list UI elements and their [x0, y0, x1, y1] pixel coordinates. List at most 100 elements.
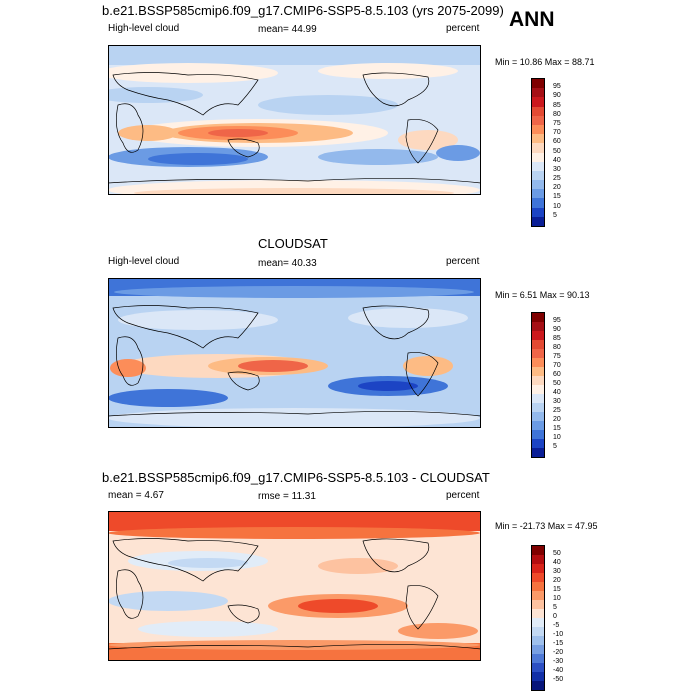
panel-3-colorbar-tick-label: -10	[553, 631, 564, 638]
panel-3-map	[108, 511, 481, 661]
panel-3-colorbar-tick-label: 50	[553, 550, 561, 557]
panel-3-title: b.e21.BSSP585cmip6.f09_g17.CMIP6-SSP5-8.…	[102, 470, 490, 485]
panel-3-colorbar-swatch	[532, 654, 544, 663]
panel-3-colorbar-swatch	[532, 627, 544, 636]
panel-2-title: CLOUDSAT	[258, 236, 328, 251]
panel-1-colorbar-swatch	[532, 161, 544, 171]
panel-2-colorbar-swatch	[532, 394, 544, 403]
panel-3-colorbar-tick-label: 5	[553, 604, 557, 611]
panel-1-colorbar-swatch	[532, 134, 544, 144]
panel-3-minmax: Min = -21.73 Max = 47.95	[495, 521, 598, 531]
panel-3-colorbar-tick-label: -20	[553, 649, 564, 656]
panel-2-colorbar-tick-label: 75	[553, 353, 561, 360]
panel-1-colorbar-tick-label: 90	[553, 92, 561, 100]
panel-2-colorbar-tick-label: 70	[553, 362, 561, 369]
panel-2-colorbar-tick-label: 30	[553, 398, 561, 405]
panel-3-colorbar-swatch	[532, 609, 544, 618]
panel-1-colorbar-swatch	[532, 106, 544, 116]
panel-2-colorbar-swatch	[532, 322, 544, 331]
panel-2-mean-label: mean= 40.33	[258, 258, 317, 269]
panel-1-colorbar-tick-label: 40	[553, 156, 561, 164]
panel-1-colorbar-swatch	[532, 189, 544, 199]
panel-1-title: b.e21.BSSP585cmip6.f09_g17.CMIP6-SSP5-8.…	[102, 3, 504, 18]
panel-2-colorbar-tick-label: 95	[553, 317, 561, 324]
panel-2-colorbar-swatch	[532, 358, 544, 367]
panel-1-colorbar-swatches	[532, 79, 544, 226]
panel-1-colorbar-tick-label: 10	[553, 202, 561, 210]
panel-2-map	[108, 278, 481, 428]
panel-2-colorbar-swatch	[532, 421, 544, 430]
panel-1-colorbar-swatch	[532, 180, 544, 190]
panel-2-colorbar-swatch	[532, 403, 544, 412]
panel-3-colorbar	[531, 545, 545, 691]
panel-3-colorbar-swatch	[532, 555, 544, 564]
panel-2-colorbar-swatch	[532, 340, 544, 349]
panel-3-colorbar-tick-label: -5	[553, 622, 560, 629]
panel-3-colorbar-tick-label: -30	[553, 658, 564, 665]
panel-2-colorbar-tick-label: 10	[553, 434, 561, 441]
panel-1-colorbar-swatch	[532, 198, 544, 208]
panel-1-colorbar-tick-label: 50	[553, 147, 561, 155]
season-label: ANN	[509, 8, 555, 31]
panel-1-mean-label: mean= 44.99	[258, 24, 317, 35]
panel-2-colorbar-swatch	[532, 313, 544, 322]
panel-3-colorbar-swatch	[532, 618, 544, 627]
panel-3-colorbar-tick-label: 30	[553, 568, 561, 575]
panel-1-minmax: Min = 10.86 Max = 88.71	[495, 57, 595, 67]
panel-2-colorbar-tick-label: 5	[553, 443, 557, 450]
panel-1-colorbar-tick-label: 30	[553, 165, 561, 173]
panel-2-units-label: percent	[446, 256, 480, 267]
panel-3-colorbar-tick-label: 0	[553, 613, 557, 620]
panel-2-colorbar	[531, 312, 545, 458]
panel-1-colorbar-tick-label: 15	[553, 193, 561, 201]
panel-2-colorbar-swatches	[532, 313, 544, 457]
panel-3-colorbar-swatch	[532, 582, 544, 591]
panel-2-map-svg	[108, 278, 481, 428]
panel-1-colorbar-tick-label: 60	[553, 138, 561, 146]
panel-3-mean-label: mean = 4.67	[108, 490, 164, 501]
panel-2-colorbar-tick-label: 15	[553, 425, 561, 432]
panel-3-colorbar-tick-label: -40	[553, 667, 564, 674]
panel-3-colorbar-swatch	[532, 645, 544, 654]
panel-1-colorbar-tick-label: 75	[553, 119, 561, 127]
panel-1-colorbar-tick-label: 95	[553, 83, 561, 91]
panel-3-colorbar-tick-label: 20	[553, 577, 561, 584]
panel-1-units-label: percent	[446, 23, 480, 34]
panel-3-colorbar-swatch	[532, 564, 544, 573]
panel-1-colorbar-swatch	[532, 216, 544, 226]
panel-1-colorbar-tick-label: 70	[553, 129, 561, 137]
panel-3-map-svg	[108, 511, 481, 661]
panel-3-colorbar-swatch	[532, 636, 544, 645]
panel-1-colorbar-tick-label: 80	[553, 110, 561, 118]
panel-3-colorbar-swatch	[532, 681, 544, 690]
panel-2-colorbar-tick-label: 90	[553, 326, 561, 333]
panel-1-colorbar-swatch	[532, 124, 544, 135]
panel-3-colorbar-swatch	[532, 672, 544, 681]
panel-1-colorbar-swatch	[532, 97, 544, 107]
panel-2-colorbar-swatch	[532, 376, 544, 385]
panel-2-colorbar-swatch	[532, 439, 544, 448]
panel-3-colorbar-tick-label: -50	[553, 676, 564, 683]
panel-1-colorbar-swatch	[532, 88, 544, 98]
panel-1-colorbar-swatch	[532, 152, 544, 162]
panel-1-colorbar-swatch	[532, 79, 544, 89]
panel-2-colorbar-swatch	[532, 430, 544, 439]
panel-3-colorbar-tick-label: -15	[553, 640, 564, 647]
panel-2-left-label: High-level cloud	[108, 256, 180, 267]
panel-3-colorbar-swatch	[532, 546, 544, 555]
panel-3-colorbar-tick-label: 40	[553, 559, 561, 566]
panel-1-colorbar-swatch	[532, 143, 544, 153]
panel-2-colorbar-swatch	[532, 349, 544, 358]
panel-3-colorbar-swatches	[532, 546, 544, 690]
panel-1-colorbar-tick-label: 20	[553, 184, 561, 192]
panel-2-colorbar-tick-label: 20	[553, 416, 561, 423]
panel-1-colorbar-tick-label: 5	[553, 211, 557, 219]
panel-2-colorbar-tick-label: 85	[553, 335, 561, 342]
panel-2-colorbar-tick-label: 80	[553, 344, 561, 351]
panel-3-colorbar-tick-label: 15	[553, 586, 561, 593]
panel-3-colorbar-swatch	[532, 600, 544, 609]
panel-2-colorbar-swatch	[532, 367, 544, 376]
panel-3-rmse-label: rmse = 11.31	[258, 491, 316, 502]
panel-2-colorbar-swatch	[532, 448, 544, 457]
panel-1-colorbar-tick-label: 25	[553, 175, 561, 183]
